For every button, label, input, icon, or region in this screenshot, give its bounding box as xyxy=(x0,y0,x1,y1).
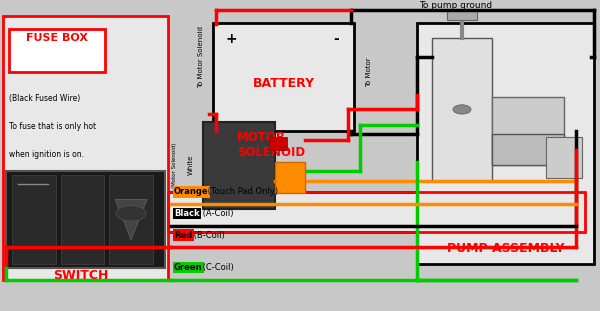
Text: -: - xyxy=(333,32,339,46)
Text: MOTOR
SOLENOID: MOTOR SOLENOID xyxy=(237,131,305,159)
Text: White: White xyxy=(188,155,194,175)
Text: To Motor Solenoid: To Motor Solenoid xyxy=(198,26,204,88)
FancyBboxPatch shape xyxy=(417,23,594,264)
FancyBboxPatch shape xyxy=(109,174,153,264)
Circle shape xyxy=(453,105,471,114)
Text: Red: Red xyxy=(174,231,192,240)
FancyBboxPatch shape xyxy=(447,10,477,20)
FancyBboxPatch shape xyxy=(492,134,564,165)
FancyBboxPatch shape xyxy=(269,137,287,150)
FancyBboxPatch shape xyxy=(6,171,165,267)
Circle shape xyxy=(116,206,146,221)
Text: +: + xyxy=(225,32,237,46)
Polygon shape xyxy=(115,199,147,240)
Text: To fuse that is only hot: To fuse that is only hot xyxy=(9,122,96,131)
FancyBboxPatch shape xyxy=(12,174,56,264)
Text: (A-Coil): (A-Coil) xyxy=(200,209,234,218)
Text: SWITCH: SWITCH xyxy=(53,269,109,282)
FancyBboxPatch shape xyxy=(3,16,168,280)
Text: To Motor: To Motor xyxy=(366,58,372,87)
FancyBboxPatch shape xyxy=(9,29,105,72)
FancyBboxPatch shape xyxy=(213,23,354,131)
Text: (Motor Solenoid): (Motor Solenoid) xyxy=(172,142,176,188)
FancyBboxPatch shape xyxy=(432,38,492,181)
Text: (C-Coil): (C-Coil) xyxy=(200,263,234,272)
Text: Green: Green xyxy=(174,263,203,272)
FancyBboxPatch shape xyxy=(275,162,305,193)
Text: (Black Fused Wire): (Black Fused Wire) xyxy=(9,94,80,103)
FancyBboxPatch shape xyxy=(492,97,564,165)
Text: when ignition is on.: when ignition is on. xyxy=(9,150,84,159)
FancyBboxPatch shape xyxy=(203,122,275,209)
Text: (Touch Pad Only): (Touch Pad Only) xyxy=(205,187,278,196)
Text: Black: Black xyxy=(174,209,200,218)
Text: PUMP ASSEMBLY: PUMP ASSEMBLY xyxy=(447,243,564,255)
Text: (B-Coil): (B-Coil) xyxy=(191,231,225,240)
Text: Orange: Orange xyxy=(174,187,209,196)
FancyBboxPatch shape xyxy=(168,192,585,232)
Text: To pump ground: To pump ground xyxy=(419,1,493,10)
Text: FUSE BOX: FUSE BOX xyxy=(26,33,88,43)
FancyBboxPatch shape xyxy=(546,137,582,178)
FancyBboxPatch shape xyxy=(61,174,104,264)
Text: BATTERY: BATTERY xyxy=(253,77,314,90)
